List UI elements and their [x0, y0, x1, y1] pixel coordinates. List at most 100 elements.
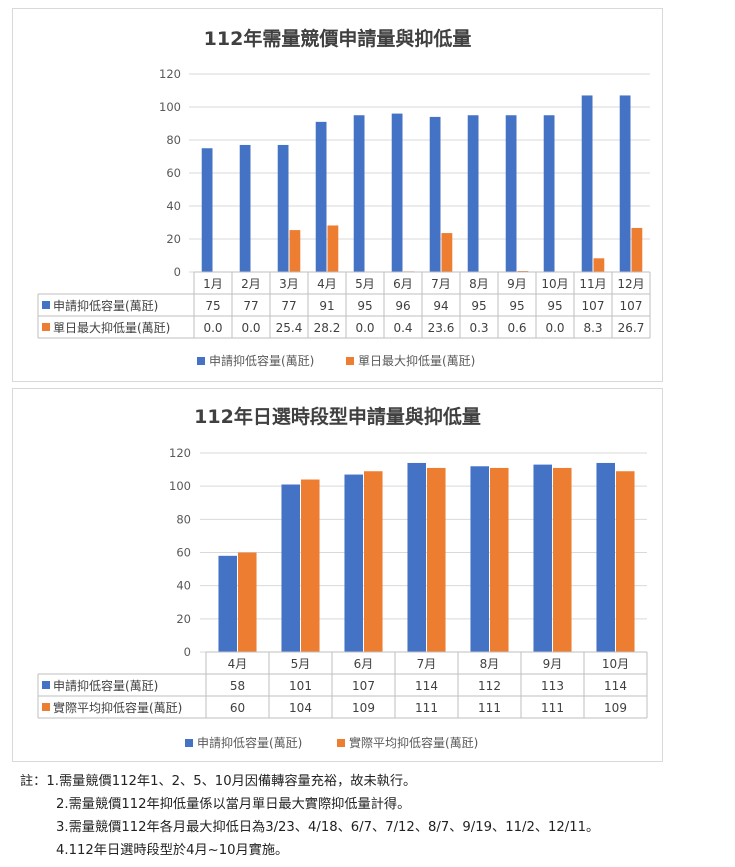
- note-text-1: 1.需量競價112年1、2、5、10月因備轉容量充裕，故未執行。: [46, 774, 417, 789]
- bar: [553, 467, 572, 652]
- chart-title: 112年需量競價申請量與抑低量: [204, 27, 472, 50]
- data-label: 0.3: [469, 321, 488, 335]
- data-label: 8.3: [583, 321, 602, 335]
- x-category-label: 3月: [279, 277, 299, 291]
- y-tick-label: 120: [169, 446, 191, 460]
- data-label: 23.6: [428, 321, 455, 335]
- data-label: 94: [433, 299, 448, 313]
- bar: [543, 115, 555, 272]
- bar: [631, 227, 643, 272]
- data-label: 111: [415, 701, 438, 715]
- note-line-2: 2.需量競價112年抑低量係以當月單日最大實際抑低量計得。: [56, 797, 411, 812]
- bar: [218, 555, 237, 652]
- bar: [427, 467, 446, 652]
- data-label: 0.0: [545, 321, 564, 335]
- bar: [429, 116, 441, 273]
- data-label: 111: [478, 701, 501, 715]
- chart-title: 112年日選時段型申請量與抑低量: [194, 405, 481, 428]
- data-label: 107: [620, 299, 643, 313]
- notes-prefix: 註：: [20, 774, 47, 789]
- data-label: 0.6: [507, 321, 526, 335]
- data-label: 107: [582, 299, 605, 313]
- bar: [391, 113, 403, 272]
- data-label: 95: [547, 299, 562, 313]
- chart-panel-daily-time-period: 112年日選時段型申請量與抑低量 0 20 40 60 80 100 120 4月 5月 6月 7月 8…: [12, 388, 663, 762]
- x-category-label: 5月: [291, 657, 311, 671]
- chart-daily-time-period: 112年日選時段型申請量與抑低量 0 20 40 60 80 100 120 4月 5月 6月 7月 8…: [37, 405, 648, 750]
- legend-label: 實際平均抑低容量(萬瓩): [349, 735, 478, 750]
- data-label: 95: [509, 299, 524, 313]
- legend-swatch: [185, 739, 193, 747]
- data-label: 77: [243, 299, 258, 313]
- data-label: 0.0: [355, 321, 374, 335]
- bar: [289, 230, 301, 272]
- bar: [344, 474, 363, 652]
- data-label: 0.0: [203, 321, 222, 335]
- note-line-3: 3.需量競價112年各月最大抑低日為3/23、4/18、6/7、7/12、8/7…: [56, 820, 600, 835]
- note-line-1: 註：1.需量競價112年1、2、5、10月因備轉容量充裕，故未執行。: [20, 770, 730, 793]
- x-category-label: 8月: [469, 277, 489, 291]
- legend-label: 申請抑低容量(萬瓩): [209, 353, 314, 368]
- table-series-swatch: [42, 323, 50, 331]
- table-series-name: 申請抑低容量(萬瓩): [53, 298, 158, 313]
- x-category-label: 9月: [507, 277, 527, 291]
- data-label: 101: [289, 679, 312, 693]
- y-tick-label: 0: [184, 645, 191, 659]
- table-series-swatch: [42, 703, 50, 711]
- x-category-label: 6月: [393, 277, 413, 291]
- data-label: 95: [471, 299, 486, 313]
- chart-panel-demand-bidding: 112年需量競價申請量與抑低量 0 20 40 60 80 100 120 1月 2月 3月 4月 5月…: [12, 8, 663, 382]
- bar: [239, 144, 251, 272]
- data-label: 112: [478, 679, 501, 693]
- x-category-label: 2月: [241, 277, 261, 291]
- y-tick-label: 100: [169, 479, 191, 493]
- x-category-label: 10月: [602, 657, 629, 671]
- data-label: 0.4: [393, 321, 412, 335]
- bar: [505, 115, 517, 272]
- x-category-label: 11月: [579, 277, 606, 291]
- data-label: 114: [604, 679, 627, 693]
- data-label: 60: [230, 701, 245, 715]
- notes: 註：1.需量競價112年1、2、5、10月因備轉容量充裕，故未執行。 2.需量競…: [20, 770, 730, 862]
- data-label: 114: [415, 679, 438, 693]
- bar: [407, 462, 426, 652]
- x-category-label: 8月: [480, 657, 500, 671]
- bar: [201, 148, 213, 272]
- data-label: 107: [352, 679, 375, 693]
- y-tick-label: 0: [174, 265, 181, 279]
- bar: [238, 552, 257, 652]
- x-category-label: 7月: [431, 277, 451, 291]
- y-tick-label: 60: [176, 546, 191, 560]
- legend-swatch: [337, 739, 345, 747]
- data-label: 111: [541, 701, 564, 715]
- table-series-name: 申請抑低容量(萬瓩): [53, 678, 158, 693]
- bar: [301, 479, 320, 652]
- data-label: 91: [319, 299, 334, 313]
- bar: [327, 225, 339, 272]
- x-category-label: 5月: [355, 277, 375, 291]
- data-label: 109: [352, 701, 375, 715]
- legend-label: 單日最大抑低量(萬瓩): [358, 353, 475, 368]
- y-tick-label: 120: [159, 67, 181, 81]
- bar: [281, 484, 300, 652]
- x-category-label: 4月: [317, 277, 337, 291]
- y-tick-label: 100: [159, 100, 181, 114]
- legend-swatch: [197, 357, 205, 365]
- y-tick-label: 20: [176, 612, 191, 626]
- table-series-name: 單日最大抑低量(萬瓩): [53, 320, 170, 335]
- table-series-name: 實際平均抑低容量(萬瓩): [53, 700, 182, 715]
- legend-swatch: [346, 357, 354, 365]
- y-tick-label: 60: [166, 166, 181, 180]
- bar: [593, 258, 605, 272]
- bar: [315, 121, 327, 272]
- bar: [533, 464, 552, 652]
- y-tick-label: 40: [166, 199, 181, 213]
- x-category-label: 9月: [543, 657, 563, 671]
- x-category-label: 4月: [228, 657, 248, 671]
- y-tick-label: 80: [166, 133, 181, 147]
- y-tick-label: 40: [176, 579, 191, 593]
- bar: [616, 471, 635, 652]
- y-tick-label: 80: [176, 512, 191, 526]
- bar: [441, 233, 453, 272]
- data-label: 28.2: [314, 321, 341, 335]
